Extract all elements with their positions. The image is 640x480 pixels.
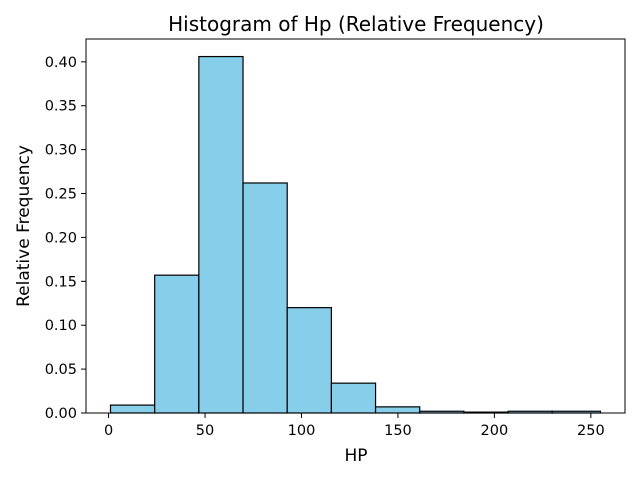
y-tick-label: 0.00 — [45, 406, 77, 422]
x-tick-label: 100 — [288, 423, 316, 439]
histogram-bar-5 — [330, 382, 377, 414]
x-tick-label: 200 — [481, 423, 509, 439]
y-tick-label: 0.10 — [45, 318, 77, 334]
chart-title: Histogram of Hp (Relative Frequency) — [168, 12, 544, 36]
y-tick-label: 0.25 — [45, 187, 77, 203]
x-tick-label: 250 — [577, 423, 605, 439]
x-axis-ticks: 0 50 100 150 200 250 — [104, 413, 605, 439]
histogram-bar-3 — [242, 182, 288, 414]
x-axis-label: HP — [344, 446, 367, 466]
y-tick-label: 0.15 — [45, 274, 77, 290]
y-tick-label: 0.30 — [45, 143, 77, 159]
histogram-bar-0 — [109, 404, 156, 414]
y-tick-label: 0.20 — [45, 230, 77, 246]
y-tick-label: 0.35 — [45, 99, 77, 115]
bars-group — [109, 55, 602, 414]
y-axis-label: Relative Frequency — [14, 145, 34, 307]
histogram-bar-4 — [286, 307, 332, 414]
plot-frame — [85, 38, 626, 414]
x-tick-label: 150 — [384, 423, 412, 439]
histogram-bar-1 — [154, 274, 200, 414]
histogram-bar-6 — [374, 406, 421, 414]
x-tick-label: 0 — [104, 423, 113, 439]
histogram-bar-2 — [198, 55, 244, 414]
y-tick-label: 0.05 — [45, 362, 77, 378]
y-tick-label: 0.40 — [45, 55, 77, 71]
y-axis-ticks: 0.00 0.05 0.10 0.15 0.20 0.25 0.30 0.35 0.40 — [45, 55, 86, 422]
x-tick-label: 50 — [196, 423, 214, 439]
